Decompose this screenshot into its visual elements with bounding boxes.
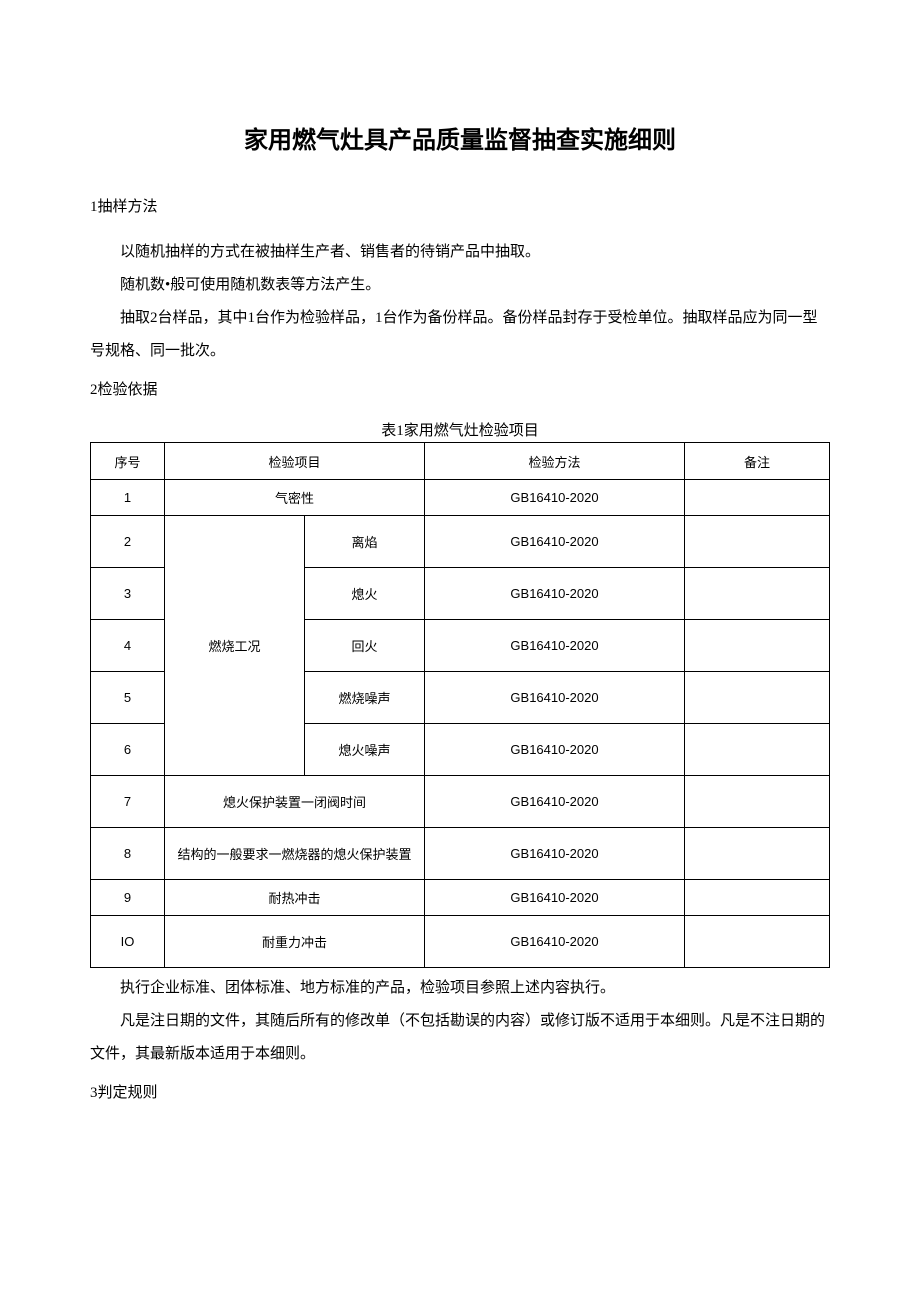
section-3-heading: 3判定规则 xyxy=(90,1081,830,1102)
table-row: 1 气密性 GB16410-2020 xyxy=(91,480,830,516)
cell-seq: IO xyxy=(91,916,165,968)
cell-item-sub: 熄火 xyxy=(305,568,425,620)
cell-seq: 8 xyxy=(91,828,165,880)
cell-item: 耐重力冲击 xyxy=(165,916,425,968)
after-table-body: 执行企业标准、团体标准、地方标准的产品，检验项目参照上述内容执行。 凡是注日期的… xyxy=(90,972,830,1071)
cell-note xyxy=(685,828,830,880)
table-row: IO 耐重力冲击 GB16410-2020 xyxy=(91,916,830,968)
cell-note xyxy=(685,776,830,828)
cell-item: 耐热冲击 xyxy=(165,880,425,916)
th-note: 备注 xyxy=(685,443,830,480)
cell-item: 气密性 xyxy=(165,480,425,516)
cell-method: GB16410-2020 xyxy=(425,776,685,828)
cell-method: GB16410-2020 xyxy=(425,568,685,620)
cell-note xyxy=(685,916,830,968)
document-title: 家用燃气灶具产品质量监督抽查实施细则 xyxy=(90,120,830,155)
cell-method: GB16410-2020 xyxy=(425,620,685,672)
cell-method: GB16410-2020 xyxy=(425,724,685,776)
cell-seq: 3 xyxy=(91,568,165,620)
cell-seq: 9 xyxy=(91,880,165,916)
table-row: 7 熄火保护装置一闭阀时间 GB16410-2020 xyxy=(91,776,830,828)
cell-seq: 4 xyxy=(91,620,165,672)
section-1-body: 以随机抽样的方式在被抽样生产者、销售者的待销产品中抽取。 随机数•般可使用随机数… xyxy=(90,236,830,368)
table-row: 8 结构的一般要求一燃烧器的熄火保护装置 GB16410-2020 xyxy=(91,828,830,880)
table-caption: 表1家用燃气灶检验项目 xyxy=(90,419,830,440)
cell-method: GB16410-2020 xyxy=(425,916,685,968)
cell-item-group: 燃烧工况 xyxy=(165,516,305,776)
th-seq: 序号 xyxy=(91,443,165,480)
cell-item-sub: 离焰 xyxy=(305,516,425,568)
cell-note xyxy=(685,672,830,724)
cell-item: 结构的一般要求一燃烧器的熄火保护装置 xyxy=(165,828,425,880)
cell-method: GB16410-2020 xyxy=(425,828,685,880)
paragraph: 执行企业标准、团体标准、地方标准的产品，检验项目参照上述内容执行。 xyxy=(90,972,830,1005)
cell-seq: 7 xyxy=(91,776,165,828)
cell-seq: 2 xyxy=(91,516,165,568)
paragraph: 抽取2台样品，其中1台作为检验样品，1台作为备份样品。备份样品封存于受检单位。抽… xyxy=(90,302,830,368)
cell-note xyxy=(685,568,830,620)
paragraph: 凡是注日期的文件，其随后所有的修改单（不包括勘误的内容）或修订版不适用于本细则。… xyxy=(90,1005,830,1071)
cell-method: GB16410-2020 xyxy=(425,516,685,568)
cell-item-sub: 熄火噪声 xyxy=(305,724,425,776)
cell-method: GB16410-2020 xyxy=(425,672,685,724)
cell-note xyxy=(685,480,830,516)
document-page: 家用燃气灶具产品质量监督抽查实施细则 1抽样方法 以随机抽样的方式在被抽样生产者… xyxy=(0,0,920,1182)
table-row: 2 燃烧工况 离焰 GB16410-2020 xyxy=(91,516,830,568)
cell-item-sub: 燃烧噪声 xyxy=(305,672,425,724)
paragraph: 以随机抽样的方式在被抽样生产者、销售者的待销产品中抽取。 xyxy=(90,236,830,269)
cell-item-sub: 回火 xyxy=(305,620,425,672)
cell-seq: 6 xyxy=(91,724,165,776)
cell-note xyxy=(685,880,830,916)
th-item: 检验项目 xyxy=(165,443,425,480)
inspection-table: 序号 检验项目 检验方法 备注 1 气密性 GB16410-2020 2 燃烧工… xyxy=(90,442,830,968)
cell-item: 熄火保护装置一闭阀时间 xyxy=(165,776,425,828)
paragraph: 随机数•般可使用随机数表等方法产生。 xyxy=(90,269,830,302)
cell-seq: 5 xyxy=(91,672,165,724)
cell-note xyxy=(685,724,830,776)
table-row: 9 耐热冲击 GB16410-2020 xyxy=(91,880,830,916)
th-method: 检验方法 xyxy=(425,443,685,480)
section-1-heading: 1抽样方法 xyxy=(90,195,830,216)
section-2-heading: 2检验依据 xyxy=(90,378,830,399)
cell-note xyxy=(685,620,830,672)
cell-seq: 1 xyxy=(91,480,165,516)
cell-method: GB16410-2020 xyxy=(425,480,685,516)
table-header-row: 序号 检验项目 检验方法 备注 xyxy=(91,443,830,480)
cell-note xyxy=(685,516,830,568)
cell-method: GB16410-2020 xyxy=(425,880,685,916)
